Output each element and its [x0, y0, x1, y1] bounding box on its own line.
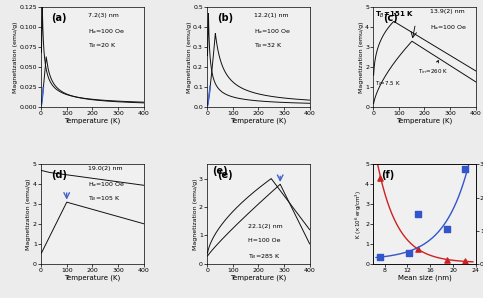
Text: (e): (e)	[217, 170, 233, 180]
Text: T$_B$=32 K: T$_B$=32 K	[255, 41, 283, 50]
Y-axis label: Magnetization (emu/g): Magnetization (emu/g)	[13, 21, 18, 93]
Y-axis label: K ($\times$10$^6$ erg/cm$^3$): K ($\times$10$^6$ erg/cm$^3$)	[354, 190, 364, 239]
Text: 22.1(2) nm: 22.1(2) nm	[248, 224, 283, 229]
Text: 7.2(3) nm: 7.2(3) nm	[88, 13, 119, 18]
X-axis label: Temperature (K): Temperature (K)	[230, 274, 286, 281]
X-axis label: Temperature (K): Temperature (K)	[64, 274, 120, 281]
Text: T$_f$=7.5 K: T$_f$=7.5 K	[375, 79, 401, 88]
Text: T$_B$=105 K: T$_B$=105 K	[88, 194, 121, 203]
Point	[405, 251, 412, 255]
Text: T$_B$=151 K: T$_B$=151 K	[375, 10, 414, 20]
Text: (b): (b)	[217, 13, 233, 24]
Y-axis label: Magnetization (emu/g): Magnetization (emu/g)	[193, 178, 198, 250]
Text: H$_a$=100 Oe: H$_a$=100 Oe	[429, 23, 467, 32]
Text: (d): (d)	[51, 170, 67, 180]
Text: H=100 Oe: H=100 Oe	[248, 238, 281, 243]
Point	[414, 246, 422, 251]
X-axis label: Temperature (K): Temperature (K)	[64, 117, 120, 124]
Point	[443, 257, 451, 262]
Point	[414, 211, 422, 216]
Text: T$_{irr}$=260 K: T$_{irr}$=260 K	[418, 60, 448, 76]
Y-axis label: Magnetization (emu/g): Magnetization (emu/g)	[187, 21, 192, 93]
Point	[461, 258, 469, 263]
Point	[376, 255, 384, 260]
Point	[405, 250, 412, 255]
Text: 13.9(2) nm: 13.9(2) nm	[429, 10, 464, 14]
Point	[443, 226, 451, 231]
Text: T$_B$=20 K: T$_B$=20 K	[88, 41, 116, 50]
X-axis label: Temperature (K): Temperature (K)	[397, 117, 453, 124]
Text: H$_a$=100 Oe: H$_a$=100 Oe	[88, 180, 126, 189]
X-axis label: Temperature (K): Temperature (K)	[230, 117, 286, 124]
Point	[461, 167, 469, 172]
Text: H$_a$=100 Oe: H$_a$=100 Oe	[88, 27, 126, 36]
Y-axis label: Magnetization (emu/g): Magnetization (emu/g)	[359, 21, 364, 93]
Text: (f): (f)	[382, 170, 395, 180]
Y-axis label: Magnetization (emu/g): Magnetization (emu/g)	[27, 178, 31, 250]
X-axis label: Mean size (nm): Mean size (nm)	[398, 274, 452, 281]
Text: (e): (e)	[212, 166, 228, 176]
Text: T$_B$=285 K: T$_B$=285 K	[248, 252, 281, 261]
Text: H$_a$=100 Oe: H$_a$=100 Oe	[255, 27, 292, 36]
Point	[376, 176, 384, 181]
Text: (c): (c)	[384, 13, 398, 24]
Text: 19.0(2) nm: 19.0(2) nm	[88, 166, 123, 171]
Text: (a): (a)	[51, 13, 67, 24]
Text: 12.2(1) nm: 12.2(1) nm	[255, 13, 289, 18]
